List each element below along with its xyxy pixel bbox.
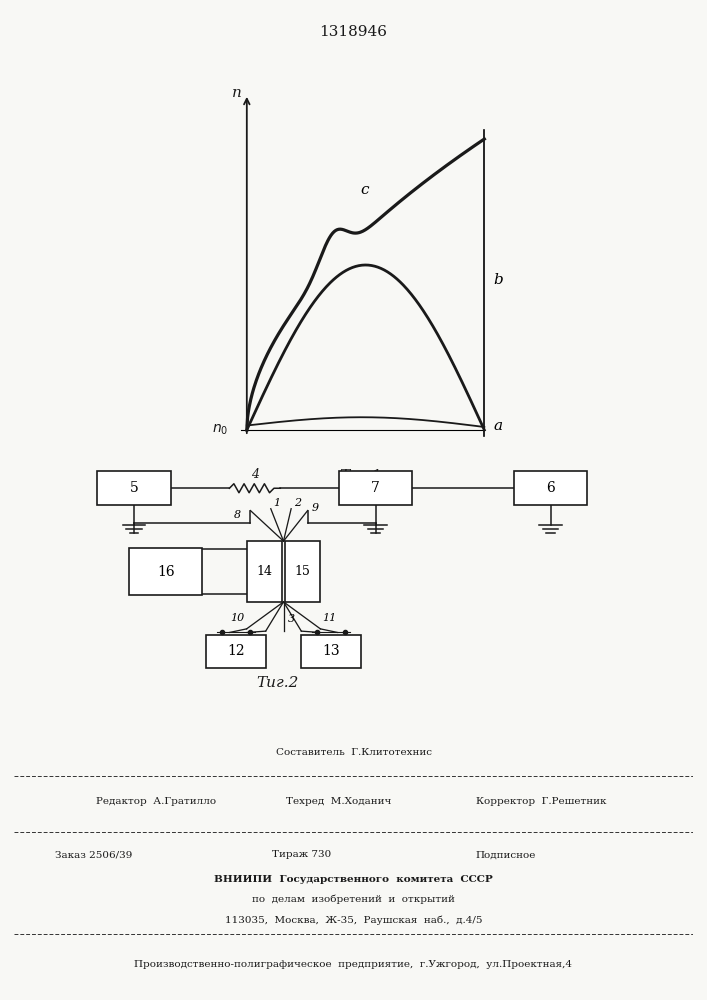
Text: 13: 13 <box>322 644 340 658</box>
Text: Τиг.1: Τиг.1 <box>339 469 381 483</box>
Text: b: b <box>493 273 503 287</box>
Text: 10: 10 <box>230 613 245 623</box>
Text: 11: 11 <box>322 613 337 623</box>
Text: n: n <box>233 86 243 100</box>
Text: ВНИИПИ  Государственного  комитета  СССР: ВНИИПИ Государственного комитета СССР <box>214 875 493 884</box>
Text: Заказ 2506/39: Заказ 2506/39 <box>55 850 132 859</box>
Text: 3: 3 <box>288 614 295 624</box>
Text: Тираж 730: Тираж 730 <box>272 850 332 859</box>
Bar <box>514 471 588 505</box>
Text: 9: 9 <box>312 503 319 513</box>
Text: 14: 14 <box>257 565 272 578</box>
Text: a: a <box>493 418 503 432</box>
Text: 113035,  Москва,  Ж-35,  Раушская  наб.,  д.4/5: 113035, Москва, Ж-35, Раушская наб., д.4… <box>225 915 482 925</box>
Text: c: c <box>360 183 368 197</box>
Text: Подписное: Подписное <box>476 850 536 859</box>
Text: Производственно-полиграфическое  предприятие,  г.Ужгород,  ул.Проектная,4: Производственно-полиграфическое предприя… <box>134 960 573 969</box>
Text: Техред  М.Ходанич: Техред М.Ходанич <box>286 797 391 806</box>
Bar <box>285 541 320 602</box>
Text: 7: 7 <box>371 481 380 495</box>
Bar <box>301 635 361 668</box>
Text: 6: 6 <box>547 481 555 495</box>
Text: $n_0$: $n_0$ <box>211 423 228 437</box>
Text: 4: 4 <box>251 468 259 481</box>
Text: Редактор  А.Гратилло: Редактор А.Гратилло <box>95 797 216 806</box>
Text: 1318946: 1318946 <box>320 25 387 39</box>
Text: по  делам  изобретений  и  открытий: по делам изобретений и открытий <box>252 895 455 904</box>
Text: 1: 1 <box>274 498 281 508</box>
Bar <box>129 548 202 595</box>
Text: 16: 16 <box>157 564 175 578</box>
Text: Корректор  Г.Решетник: Корректор Г.Решетник <box>476 797 606 806</box>
Bar <box>339 471 412 505</box>
Text: 12: 12 <box>227 644 245 658</box>
Text: 5: 5 <box>129 481 139 495</box>
Text: 8: 8 <box>234 510 241 520</box>
Bar <box>206 635 266 668</box>
Bar <box>98 471 170 505</box>
Text: 15: 15 <box>295 565 310 578</box>
Text: 2: 2 <box>294 498 301 508</box>
Text: Τиг.2: Τиг.2 <box>256 676 298 690</box>
Bar <box>247 541 282 602</box>
Text: Составитель  Г.Клитотехнис: Составитель Г.Клитотехнис <box>276 748 431 757</box>
